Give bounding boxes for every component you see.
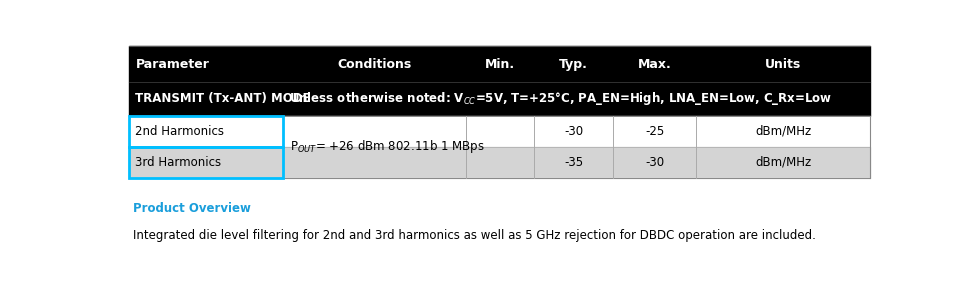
Bar xyxy=(130,82,870,116)
Text: Product Overview: Product Overview xyxy=(134,202,252,214)
Bar xyxy=(130,46,870,82)
Bar xyxy=(130,147,870,178)
Text: Max.: Max. xyxy=(638,58,672,71)
Text: -25: -25 xyxy=(645,125,664,138)
Bar xyxy=(130,116,283,147)
Text: -30: -30 xyxy=(645,156,664,169)
Text: Unless otherwise noted: V$_{CC}$=5V, T=+25°C, PA_EN=High, LNA_EN=Low, C_Rx=Low: Unless otherwise noted: V$_{CC}$=5V, T=+… xyxy=(289,90,832,107)
Text: 2nd Harmonics: 2nd Harmonics xyxy=(136,125,224,138)
Text: dBm/MHz: dBm/MHz xyxy=(755,156,811,169)
Text: -35: -35 xyxy=(565,156,583,169)
Text: Integrated die level filtering for 2nd and 3rd harmonics as well as 5 GHz reject: Integrated die level filtering for 2nd a… xyxy=(134,229,816,242)
Bar xyxy=(130,116,870,147)
Text: Parameter: Parameter xyxy=(136,58,210,71)
Text: Units: Units xyxy=(765,58,801,71)
Text: TRANSMIT (Tx-ANT) MODE: TRANSMIT (Tx-ANT) MODE xyxy=(136,92,311,105)
Text: dBm/MHz: dBm/MHz xyxy=(755,125,811,138)
Bar xyxy=(130,147,283,178)
Text: Conditions: Conditions xyxy=(337,58,411,71)
Text: Typ.: Typ. xyxy=(560,58,588,71)
Text: -30: -30 xyxy=(565,125,583,138)
Text: Min.: Min. xyxy=(485,58,515,71)
Text: P$_{OUT}$= +26 dBm 802.11b 1 MBps: P$_{OUT}$= +26 dBm 802.11b 1 MBps xyxy=(291,138,485,155)
Text: 3rd Harmonics: 3rd Harmonics xyxy=(136,156,221,169)
